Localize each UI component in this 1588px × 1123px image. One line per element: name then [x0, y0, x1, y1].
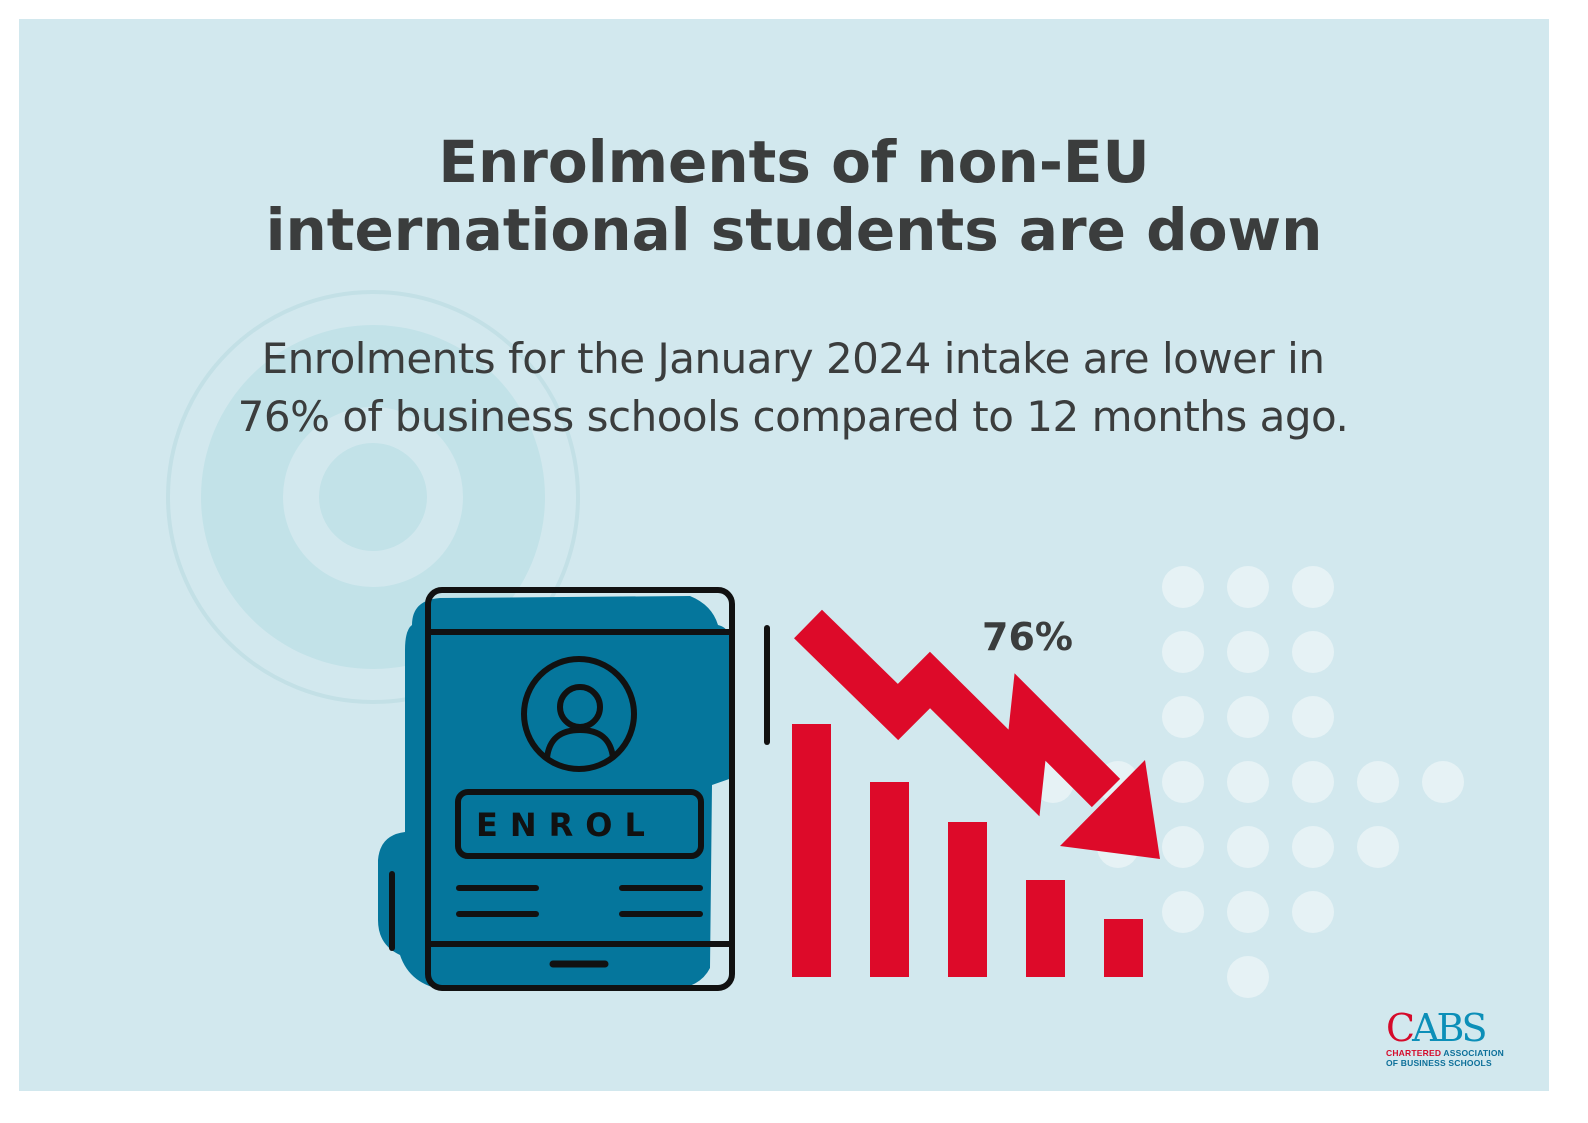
headline: Enrolments of non-EU international stude… [0, 128, 1588, 264]
form-lines [456, 885, 703, 917]
logo-text-association: ASSOCIATION [1441, 1048, 1505, 1058]
logo-mark-c: C [1386, 1006, 1415, 1050]
headline-line-1: Enrolments of non-EU [438, 128, 1150, 196]
enrol-label: ENROL [476, 806, 657, 844]
subheading: Enrolments for the January 2024 intake a… [0, 330, 1588, 446]
subheading-line-2: 76% of business schools compared to 12 m… [237, 392, 1349, 441]
logo-text-chartered: CHARTERED [1386, 1048, 1442, 1058]
enrol-button-shape [455, 789, 704, 859]
cabs-logo-mark: CABS [1386, 1008, 1506, 1048]
subheading-line-1: Enrolments for the January 2024 intake a… [261, 334, 1325, 383]
logo-text-line-1: CHARTERED ASSOCIATION [1386, 1048, 1506, 1058]
enrolment-tablet-icon [378, 587, 770, 991]
logo-mark-abs: ABS [1412, 1006, 1487, 1050]
concentric-circles-decoration [166, 290, 580, 704]
downward-trend-arrow-icon [794, 609, 1160, 859]
declining-bar-chart-icon [792, 724, 1143, 977]
arrow-percentage-label: 76% [982, 615, 1073, 659]
user-icon [521, 656, 637, 772]
logo-text-line-2: OF BUSINESS SCHOOLS [1386, 1058, 1492, 1068]
cabs-logo: CABS CHARTERED ASSOCIATION OF BUSINESS S… [1386, 1008, 1506, 1078]
headline-line-2: international students are down [265, 196, 1323, 264]
dot-grid-decoration [1032, 566, 1464, 998]
